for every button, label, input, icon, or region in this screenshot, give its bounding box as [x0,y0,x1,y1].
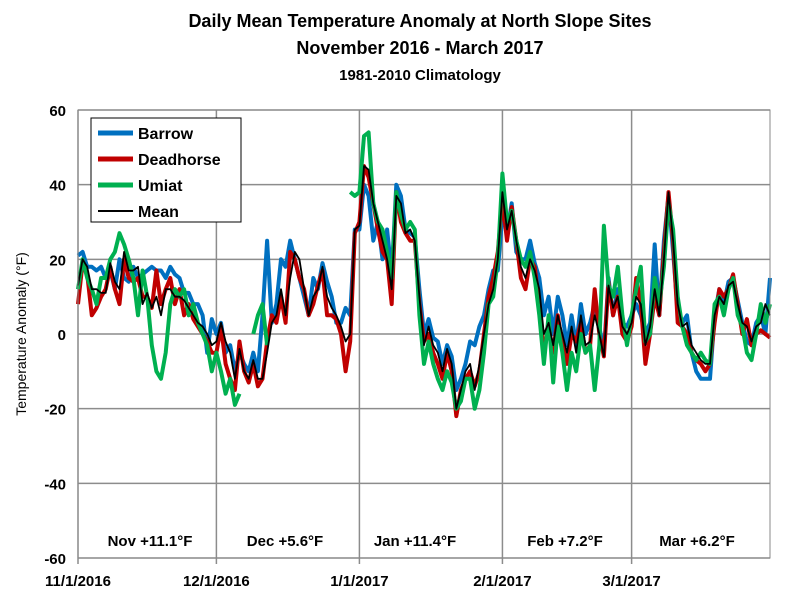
legend-label: Deadhorse [138,152,221,169]
y-axis-label: Temperature Anomaly (°F) [13,252,29,416]
chart-title: Daily Mean Temperature Anomaly at North … [188,11,651,31]
plot-border [77,109,771,559]
x-tick-label: 11/1/2016 [45,573,111,590]
month-annotation: Dec +5.6°F [247,533,323,550]
y-tick-label: -20 [44,402,66,419]
month-annotation: Nov +11.1°F [108,533,193,550]
x-axis: 11/1/2016 12/1/2016 1/1/2017 2/1/2017 3/1/20… [45,573,661,590]
month-annotation: Feb +7.2°F [527,533,603,550]
month-annotations: Nov +11.1°F Dec +5.6°F Jan +11.4°F Feb +7.2… [108,533,735,550]
y-tick-label: 60 [49,103,66,120]
legend-label: Barrow [138,126,194,143]
x-tick-label: 3/1/2017 [602,573,660,590]
legend-label: Mean [138,204,179,221]
y-tick-label: 20 [49,252,66,269]
series-lines [76,130,772,419]
y-tick-label: 40 [49,178,66,195]
month-annotation: Jan +11.4°F [374,533,456,550]
chart-subtitle: November 2016 - March 2017 [296,38,543,58]
series-line-mean [77,165,771,410]
x-tick-label: 12/1/2016 [183,573,250,590]
y-axis: -60 -40 -20 0 20 40 60 [44,103,66,568]
y-tick-label: -60 [44,551,66,568]
x-tick-label: 2/1/2017 [473,573,531,590]
legend: Barrow Deadhorse Umiat Mean [90,117,242,223]
x-tick-label: 1/1/2017 [330,573,388,590]
y-tick-label: -40 [44,476,66,493]
legend-label: Umiat [138,178,183,195]
series-line-umiat [76,130,772,411]
y-tick-label: 0 [58,327,66,344]
month-annotation: Mar +6.2°F [659,533,735,550]
chart-subtitle-climatology: 1981-2010 Climatology [339,67,501,84]
